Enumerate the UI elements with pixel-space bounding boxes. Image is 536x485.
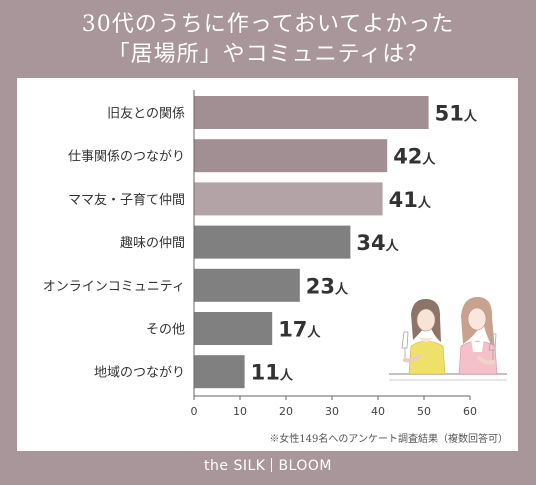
value-label: 17人 [278, 318, 321, 342]
category-label: その他 [146, 323, 185, 338]
value-label: 34人 [356, 231, 399, 255]
x-tick-label: 30 [325, 405, 339, 418]
value-label: 11人 [251, 361, 294, 385]
women-illustration [389, 296, 507, 381]
category-label: ママ友・子育て仲間 [68, 192, 185, 208]
brand-left: the SILK [204, 458, 266, 474]
bar [194, 312, 273, 345]
bar [194, 268, 300, 302]
category-label: 旧友との関係 [107, 106, 185, 122]
category-label: 趣味の仲間 [120, 236, 185, 251]
value-label: 23人 [306, 274, 349, 298]
bar [194, 96, 429, 129]
category-label: 地域のつながり [94, 366, 185, 381]
chart-title: 30代のうちに作っておいてよかった 「居場所」やコミュニティは？ [0, 10, 536, 70]
brand-divider [271, 458, 273, 472]
chart-title-line2: 「居場所」やコミュニティは？ [107, 42, 429, 67]
brand-logo: the SILK BLOOM [0, 458, 536, 474]
x-tick-label: 50 [417, 405, 431, 418]
chart-panel: 旧友との関係 51人仕事関係のつながり 42人ママ友・子育て仲間 41人趣味の仲間 34… [17, 78, 518, 451]
x-tick-label: 10 [233, 405, 247, 418]
category-label: オンラインコミュニティ [43, 279, 185, 294]
footnote: ※女性149名へのアンケート調査結果（複数回答可） [269, 434, 508, 445]
value-label: 42人 [393, 145, 436, 169]
x-tick-label: 20 [279, 405, 293, 418]
x-tick-label: 0 [191, 405, 198, 418]
value-label: 51人 [435, 102, 478, 126]
brand-right: BLOOM [278, 458, 332, 474]
x-tick-label: 60 [463, 405, 477, 418]
bar [194, 355, 245, 389]
chart-title-line1: 30代のうちに作っておいてよかった [81, 12, 455, 37]
category-label: 仕事関係のつながり [68, 150, 185, 165]
bar [194, 139, 388, 173]
bar [194, 182, 383, 216]
x-tick-label: 40 [371, 405, 385, 418]
value-label: 41人 [389, 188, 432, 212]
bar [194, 225, 351, 259]
